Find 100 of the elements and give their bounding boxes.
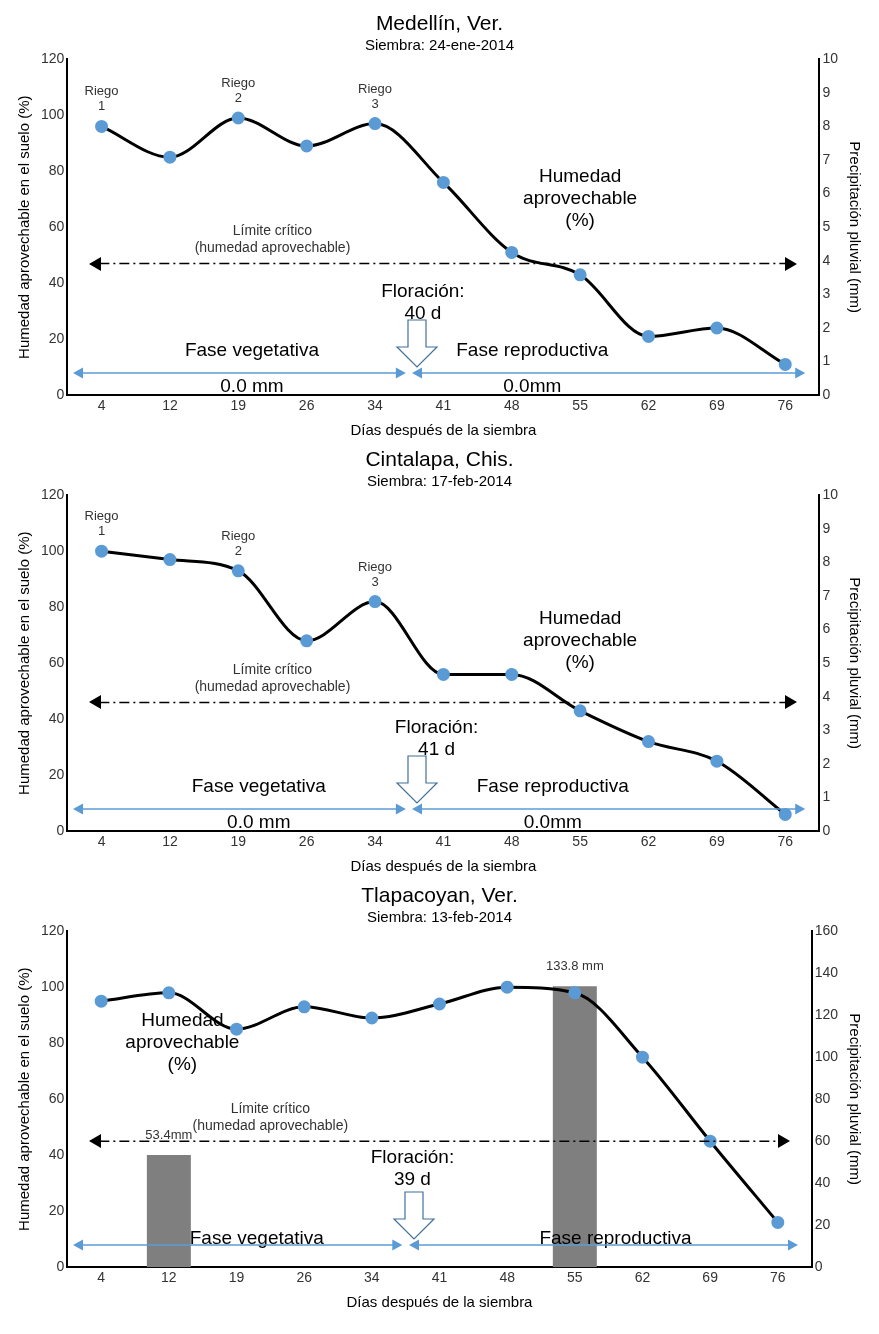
- x-tick-label: 62: [640, 397, 657, 414]
- x-tick-label: 12: [162, 833, 178, 850]
- point: [505, 667, 519, 681]
- point: [231, 111, 245, 125]
- point: [642, 329, 655, 343]
- annotation: Fase vegetativa: [189, 1227, 325, 1249]
- y2-tick-label: 140: [814, 964, 839, 981]
- y2-tick-label: 120: [814, 1006, 839, 1023]
- y2-tick-label: 100: [814, 1048, 839, 1065]
- x-tick-label: 41: [435, 833, 452, 850]
- x-tick-label: 26: [298, 833, 315, 850]
- y2-tick-label: 160: [814, 922, 839, 939]
- y2-tick-label: 3: [822, 285, 831, 302]
- data-label: 53.4mm: [145, 1127, 193, 1143]
- y2-tick-label: 40: [814, 1174, 831, 1191]
- y2-tick-label: 8: [822, 553, 831, 570]
- point: [642, 735, 655, 749]
- x-tick-label: 76: [777, 397, 794, 414]
- chart-title: Medellín, Ver.: [375, 11, 504, 35]
- point: [162, 986, 176, 1000]
- y2-tick-label: 8: [822, 117, 831, 134]
- y-tick-label: 40: [48, 710, 65, 727]
- point: [368, 117, 382, 131]
- y2-tick-label: 5: [822, 654, 831, 671]
- x-tick-label: 69: [709, 397, 725, 414]
- y2-tick-label: 80: [814, 1090, 831, 1107]
- y2-axis-title: Precipitación pluvial (mm): [846, 141, 864, 314]
- point: [163, 553, 177, 567]
- point: [94, 994, 108, 1008]
- x-tick-label: 4: [97, 397, 106, 414]
- y2-tick-label: 0: [814, 1258, 823, 1275]
- ref-line-label: Límite crítico (humedad aprovechable): [192, 1099, 349, 1133]
- x-tick-label: 76: [777, 833, 794, 850]
- y-tick-label: 20: [48, 330, 65, 347]
- data-label: Riego 3: [358, 558, 393, 589]
- y2-tick-label: 7: [822, 150, 831, 167]
- x-tick-label: 12: [161, 1269, 177, 1286]
- y2-tick-label: 2: [822, 754, 831, 771]
- y2-tick-label: 60: [814, 1132, 831, 1149]
- annotation: Fase reproductiva: [476, 774, 630, 796]
- y2-tick-label: 20: [814, 1216, 831, 1233]
- x-tick-label: 41: [435, 397, 452, 414]
- y-tick-label: 40: [48, 1146, 65, 1163]
- x-tick-label: 62: [640, 833, 657, 850]
- x-tick-label: 19: [230, 833, 247, 850]
- x-axis-title: Días después de la siembra: [346, 1293, 534, 1311]
- point: [778, 807, 792, 821]
- point: [573, 704, 587, 718]
- x-tick-label: 41: [431, 1269, 448, 1286]
- annotation: Humedad aprovechable (%): [523, 607, 638, 673]
- y-tick-label: 100: [41, 106, 65, 123]
- x-tick-label: 55: [572, 833, 589, 850]
- chart-title: Cintalapa, Chis.: [365, 447, 514, 471]
- y2-tick-label: 6: [822, 184, 831, 201]
- y-tick-label: 100: [41, 978, 65, 995]
- chart-subtitle: Siembra: 17-feb-2014: [366, 472, 513, 490]
- x-tick-label: 26: [296, 1269, 313, 1286]
- x-tick-label: 34: [367, 397, 384, 414]
- x-tick-label: 48: [503, 833, 520, 850]
- y2-axis-title: Precipitación pluvial (mm): [846, 577, 864, 750]
- x-tick-label: 34: [364, 1269, 380, 1286]
- y2-tick-label: 3: [822, 721, 831, 738]
- y-tick-label: 0: [56, 386, 65, 403]
- y-tick-label: 20: [48, 766, 65, 783]
- ref-line-label: Límite crítico (humedad aprovechable): [194, 660, 351, 694]
- y2-tick-label: 1: [822, 352, 831, 369]
- annotation: 0.0 mm: [220, 375, 284, 397]
- point: [710, 321, 724, 335]
- chart-subtitle: Siembra: 13-feb-2014: [366, 908, 513, 926]
- y2-tick-label: 6: [822, 620, 831, 637]
- y-tick-label: 40: [48, 274, 65, 291]
- y-tick-label: 60: [48, 654, 65, 671]
- x-tick-label: 62: [634, 1269, 651, 1286]
- data-label: Riego 2: [221, 527, 256, 558]
- y2-tick-label: 10: [822, 486, 839, 503]
- y-tick-label: 80: [48, 598, 65, 615]
- point: [231, 564, 245, 578]
- y-tick-label: 120: [41, 486, 65, 503]
- y-tick-label: 60: [48, 218, 65, 235]
- point: [436, 175, 450, 189]
- y2-tick-label: 0: [822, 822, 831, 839]
- y2-tick-label: 4: [822, 687, 831, 704]
- y2-axis-title: Precipitación pluvial (mm): [846, 1013, 864, 1186]
- annotation: Fase reproductiva: [456, 338, 609, 360]
- y-tick-label: 0: [56, 822, 65, 839]
- point: [635, 1050, 649, 1064]
- y2-tick-label: 1: [822, 788, 831, 805]
- y-tick-label: 20: [48, 1202, 65, 1219]
- x-tick-label: 69: [709, 833, 725, 850]
- point: [95, 544, 109, 558]
- x-tick-label: 4: [97, 1269, 106, 1286]
- point: [771, 1215, 785, 1229]
- point: [297, 1000, 311, 1014]
- y-tick-label: 120: [41, 922, 65, 939]
- y2-tick-label: 4: [822, 251, 831, 268]
- x-tick-label: 48: [503, 397, 520, 414]
- x-tick-label: 55: [572, 397, 589, 414]
- x-axis-title: Días después de la siembra: [350, 421, 538, 439]
- x-tick-label: 76: [770, 1269, 786, 1286]
- y-tick-label: 120: [41, 50, 65, 67]
